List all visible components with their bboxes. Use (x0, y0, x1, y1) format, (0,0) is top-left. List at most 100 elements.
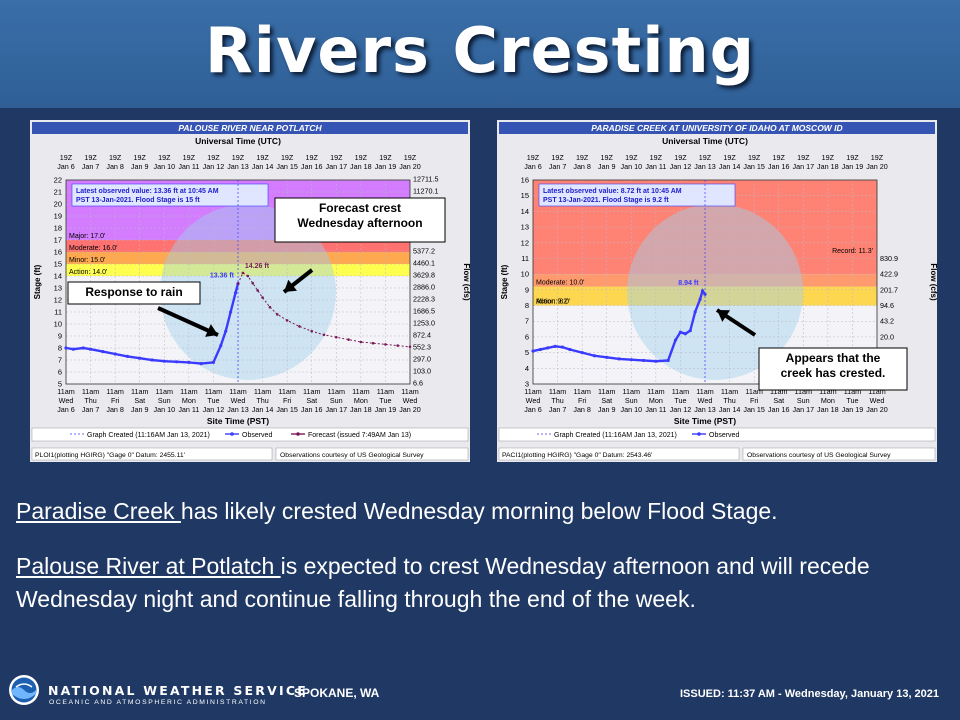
palouse-bottom-tick-date: Jan 19 (375, 405, 397, 414)
palouse-forecast-point (236, 282, 240, 285)
palouse-bottom-tick-day: Tue (379, 396, 391, 405)
palouse-bottom-tick-date: Jan 17 (325, 405, 347, 414)
paradise-legend-label: Observed (709, 432, 739, 439)
palouse-label-moderate: Moderate: 16.0' (69, 245, 117, 252)
palouse-bottom-tick-day: Tue (207, 396, 219, 405)
palouse-top-tick-hour: 19Z (232, 153, 245, 162)
paradise-bottom-tick-time: 11am (795, 387, 812, 396)
paradise-bottom-tick-day: Tue (674, 396, 686, 405)
paradise-bottom-tick-time: 11am (623, 387, 640, 396)
paradise-observed-point (592, 354, 597, 358)
paradise-observed-point (553, 344, 557, 348)
paradise-bottom-tick-time: 11am (696, 387, 713, 396)
paradise-top-tick-hour: 19Z (650, 153, 663, 162)
palouse-forecast-point (256, 289, 259, 292)
palouse-bottom-tick-date: Jan 12 (203, 405, 225, 414)
palouse-xlabel: Site Time (PST) (207, 416, 269, 426)
palouse-bottom-tick-date: Jan 6 (57, 405, 75, 414)
paradise-bottom-tick-time: 11am (573, 387, 590, 396)
palouse-top-tick-hour: 19Z (207, 153, 220, 162)
paradise-observed-point (654, 359, 658, 363)
paradise-top-tick-hour: 19Z (527, 153, 540, 162)
palouse-top-tick-hour: 19Z (355, 153, 368, 162)
paradise-bottom-tick-day: Sat (601, 396, 612, 405)
paradise-ytick-label: 10 (521, 270, 529, 279)
paradise-bottom-tick-day: Wed (698, 396, 713, 405)
palouse-bottom-tick-date: Jan 8 (106, 405, 124, 414)
sub-agency-name: OCEANIC AND ATMOSPHERIC ADMINISTRATION (49, 699, 267, 706)
palouse-top-tick-date: Jan 17 (325, 162, 347, 171)
paradise-bottom-tick-time: 11am (672, 387, 689, 396)
palouse-top-tick-date: Jan 11 (178, 162, 199, 171)
palouse-ytick-label: 13 (54, 284, 62, 293)
palouse-bottom-tick-day: Sat (134, 396, 145, 405)
palouse-observed-point (125, 354, 130, 358)
paradise-legend-strip (498, 427, 936, 442)
palouse-bottom-tick-day: Wed (403, 396, 418, 405)
title-banner: Rivers Cresting (0, 0, 960, 108)
paradise-annotation-arrowhead (717, 310, 731, 322)
palouse-bottom-tick-day: Thu (256, 396, 268, 405)
footer (0, 664, 960, 720)
paradise-top-tick-date: Jan 11 (645, 162, 666, 171)
palouse-observed-point (174, 360, 179, 364)
palouse-observed-point (187, 360, 191, 364)
paradise-y2tick-label: 830.9 (880, 254, 898, 263)
paradise-observed-point (678, 330, 683, 334)
paradise-top-tick-hour: 19Z (846, 153, 859, 162)
palouse-observed-point (224, 329, 228, 333)
palouse-forecast-point (347, 338, 350, 341)
palouse-top-tick-date: Jan 9 (131, 162, 149, 171)
paradise-ytick-label: 4 (525, 364, 529, 373)
paradise-observed-point (546, 346, 550, 350)
palouse-annotation-box (274, 197, 446, 243)
paradise-ytick-label: 7 (525, 317, 529, 326)
paradise-top-tick-hour: 19Z (871, 153, 884, 162)
paradise-info-line: PST 13-Jan-2021. Flood Stage is 9.2 ft (543, 197, 669, 204)
paradise-bottom-tick-date: Jan 9 (598, 405, 616, 414)
paradise-observed-point (688, 329, 692, 333)
palouse-bottom-tick-date: Jan 14 (252, 405, 274, 414)
paradise-legend-swatch-dot (697, 432, 701, 436)
palouse-top-tick-date: Jan 16 (301, 162, 323, 171)
paradise-observed-point (641, 358, 646, 363)
paradise-bottom-tick-day: Tue (846, 396, 858, 405)
paradise-top-tick-hour: 19Z (822, 153, 835, 162)
palouse-observed-point (199, 362, 203, 366)
palouse-forecast-point (276, 313, 279, 316)
palouse-top-tick-hour: 19Z (134, 153, 147, 162)
paradise-bottom-tick-date: Jan 14 (719, 405, 741, 414)
palouse-bottom-tick-day: Wed (231, 396, 246, 405)
paradise-label-record: Record: 11.3' (832, 248, 873, 255)
paradise-bottom-tick-date: Jan 13 (694, 405, 716, 414)
palouse-ytick-label: 22 (54, 176, 62, 185)
palouse-top-tick-date: Jan 6 (57, 162, 75, 171)
palouse-forecast-point (371, 341, 375, 345)
palouse-annotation-text: Wednesday afternoon (297, 216, 422, 230)
paradise-legend-label: Graph Created (11:16AM Jan 13, 2021) (554, 432, 677, 439)
palouse-bottom-tick-day: Fri (111, 396, 120, 405)
palouse-legend-label: Observed (242, 432, 272, 439)
palouse-observed-point (88, 347, 93, 351)
palouse-forecast-point (334, 335, 338, 339)
paradise-bottom-tick-date: Jan 19 (842, 405, 864, 414)
palouse-label-major: Major: 17.0' (69, 233, 105, 240)
palouse-bottom-tick-date: Jan 10 (153, 405, 175, 414)
palouse-top-tick-hour: 19Z (281, 153, 294, 162)
palouse-ytick-label: 14 (54, 272, 62, 281)
paradise-bottom-tick-day: Wed (526, 396, 541, 405)
palouse-top-tick-date: Jan 10 (153, 162, 175, 171)
palouse-info-box (71, 183, 269, 207)
paradise-chart-svg: PARADISE CREEK AT UNIVERSITY OF IDAHO AT… (497, 120, 937, 462)
paradise-bottom-tick-date: Jan 18 (817, 405, 839, 414)
palouse-y2tick-label: 1253.0 (413, 318, 435, 327)
paradise-observed-point (700, 289, 705, 293)
paradise-top-tick-date: Jan 14 (719, 162, 741, 171)
paradise-bottom-tick-day: Mon (649, 396, 663, 405)
palouse-top-tick-hour: 19Z (404, 153, 417, 162)
paradise-top-tick-hour: 19Z (674, 153, 687, 162)
paradise-ytick-label: 13 (521, 223, 529, 232)
palouse-forecast-point (396, 344, 400, 347)
palouse-top-tick-hour: 19Z (60, 153, 73, 162)
palouse-top-tick-hour: 19Z (379, 153, 392, 162)
